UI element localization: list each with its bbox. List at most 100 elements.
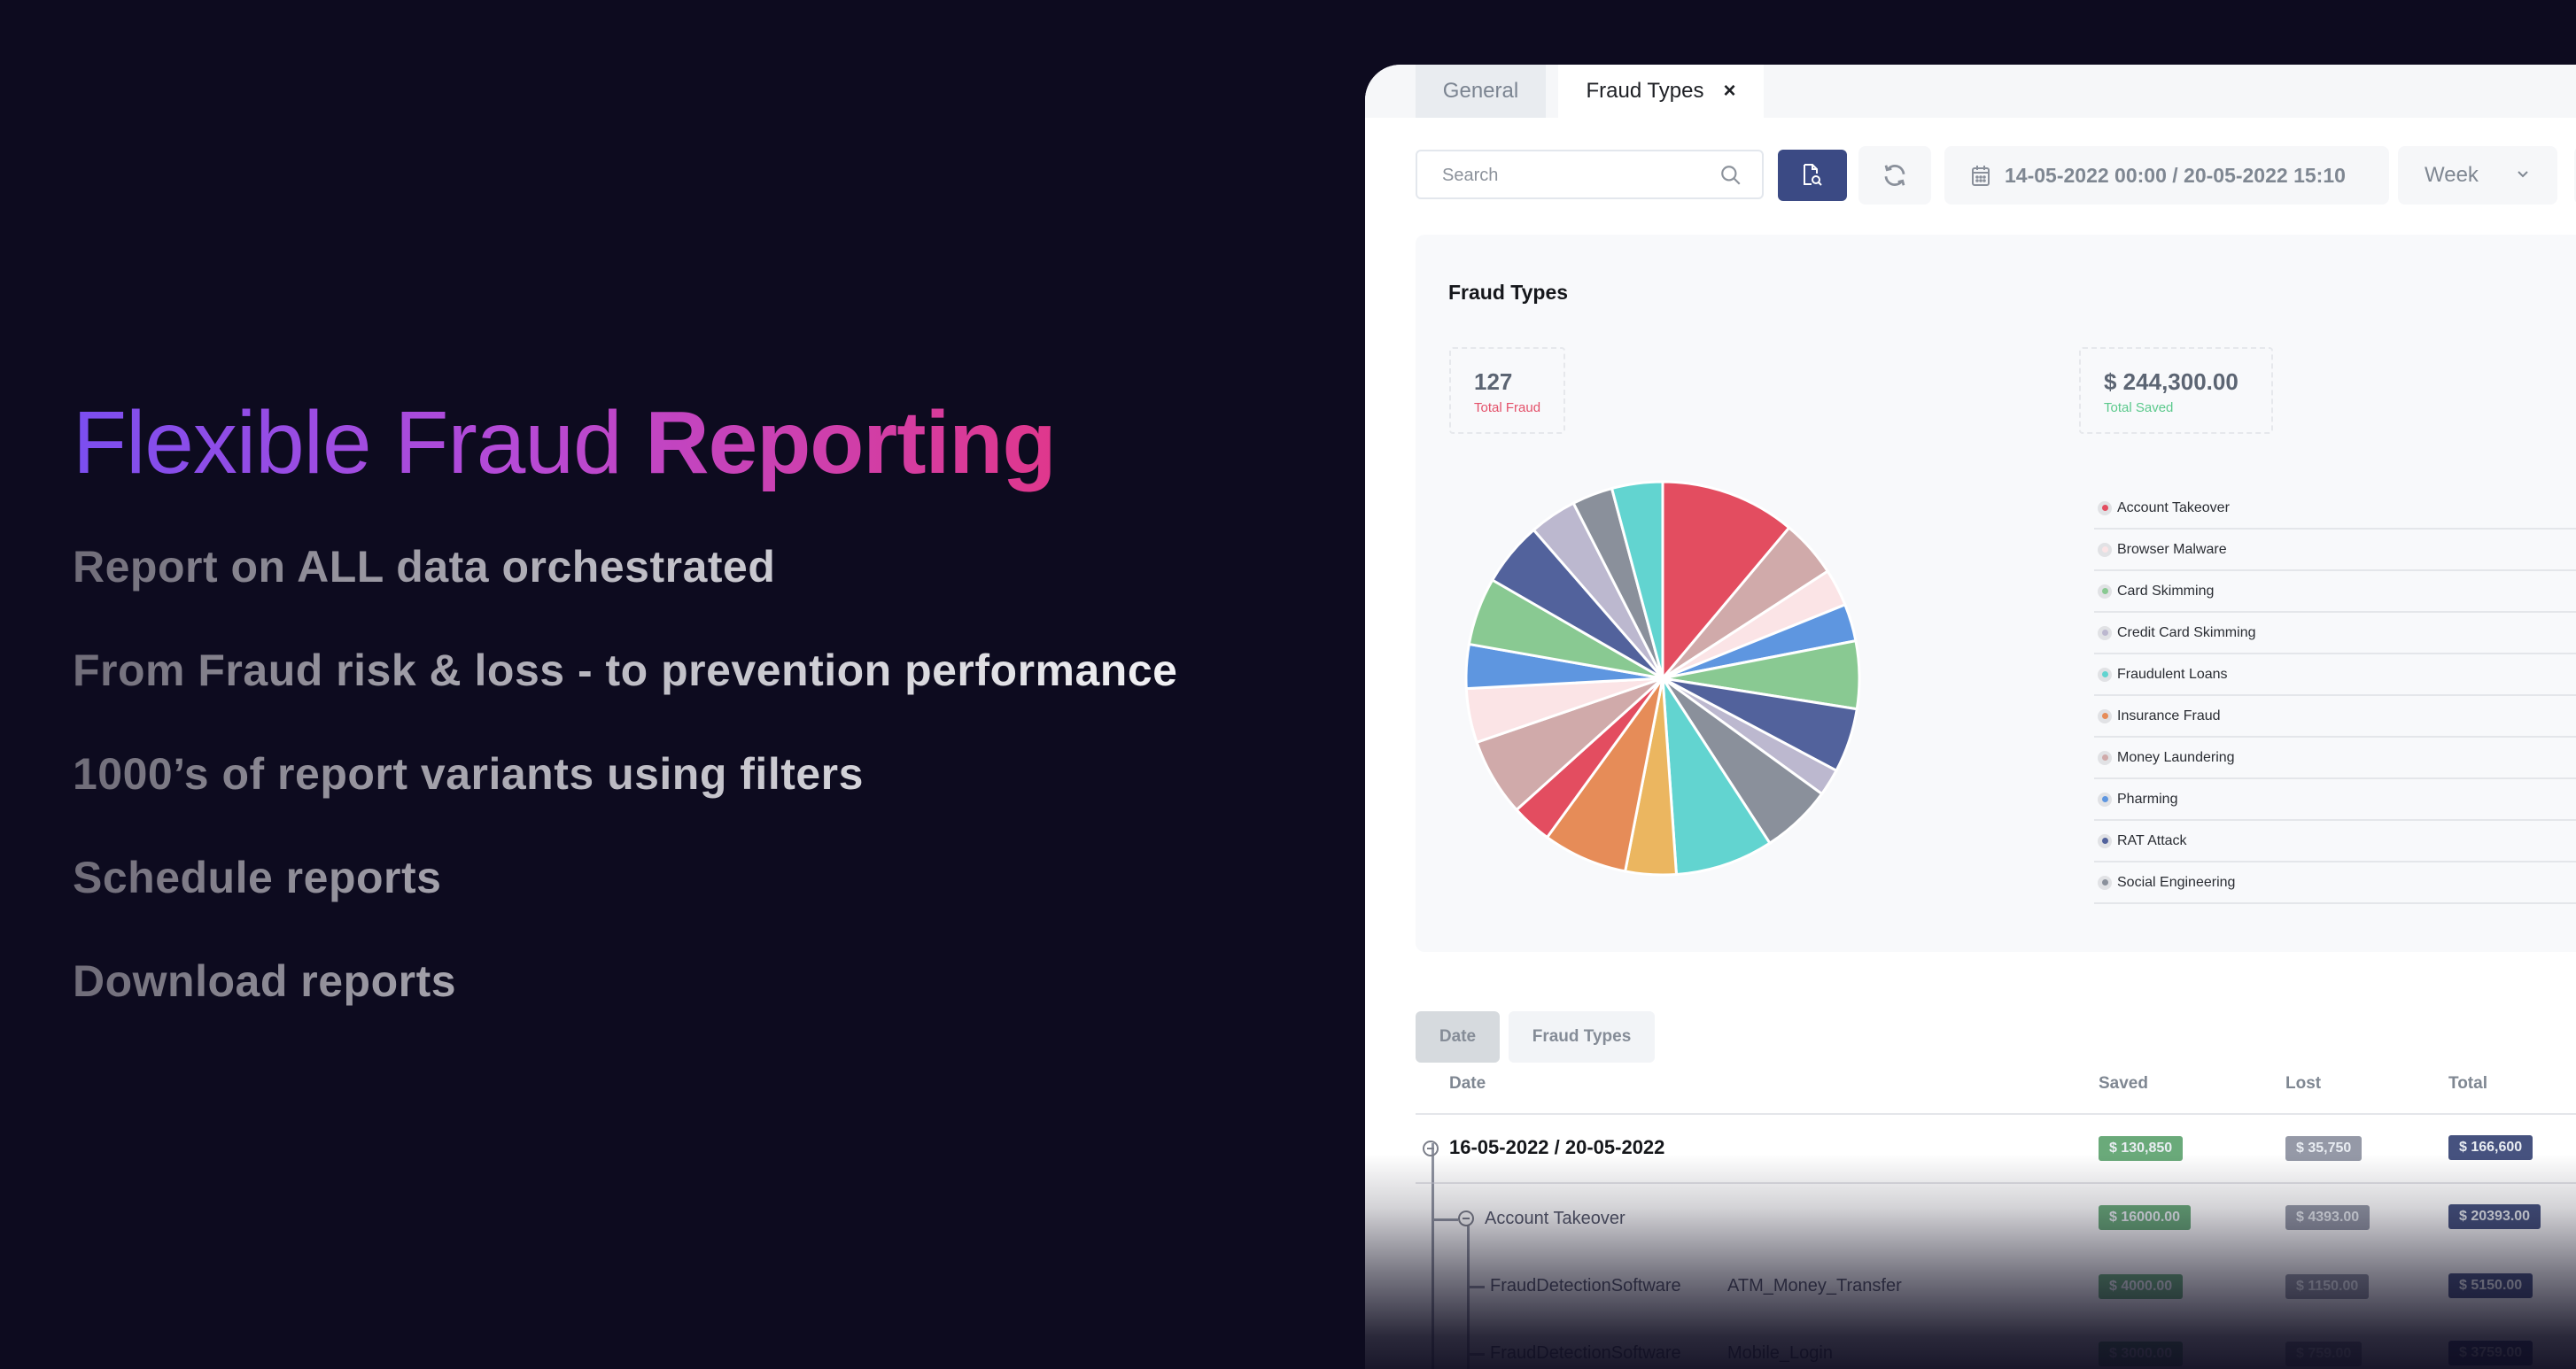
feature-item: 1000’s of report variants using filters [73,747,1177,851]
row-label: 16-05-2022 / 20-05-2022 [1449,1136,1665,1158]
legend-dot-icon [2098,875,2112,890]
legend-dot-icon [2098,792,2112,807]
legend-label: Pharming [2117,791,2178,807]
search-input[interactable] [1440,151,1710,199]
saved-badge: $ 3000.00 [2099,1342,2184,1366]
feature-item: Download reports [73,955,1177,1058]
hero-title-bold: Reporting [645,393,1056,492]
legend-dot-icon [2098,584,2112,599]
hero-title-light: Flexible Fraud [73,393,646,492]
legend-dot-icon [2098,625,2112,640]
stat-value: 127 [1474,368,1513,395]
lost-badge: $ 1150.00 [2285,1274,2370,1299]
tab-label: Fraud Types [1586,79,1704,103]
column-header-date[interactable]: Date [1449,1074,1486,1093]
period-select-value: Week [2425,163,2479,187]
legend-label: Money Laundering [2117,749,2235,765]
document-search-icon [1804,164,1822,186]
tab-general[interactable]: General [1416,65,1546,118]
period-select[interactable]: Week [2398,146,2557,205]
row-label: FraudDetectionSoftware [1490,1343,1681,1363]
legend-label: RAT Attack [2117,832,2187,848]
legend-label: Browser Malware [2117,541,2227,557]
pie-slice[interactable] [1661,673,1772,877]
search-report-button[interactable] [1778,150,1847,201]
legend-item[interactable]: Money Laundering [2094,738,2576,779]
stat-label: Total Fraud [1474,400,1541,415]
table-row[interactable]: Account Takeover $ 16000.00 $ 4393.00 $ … [1416,1184,2576,1251]
date-range-picker[interactable]: 14-05-2022 00:00 / 20-05-2022 15:10 [1944,146,2389,205]
column-header-lost[interactable]: Lost [2285,1074,2322,1093]
group-by-date-tab[interactable]: Date [1416,1011,1500,1063]
legend-dot-icon [2098,833,2112,848]
row-event: Mobile_Login [1727,1343,1833,1363]
total-badge: $ 3759.00 [2448,1341,2533,1365]
legend-item[interactable]: Fraudulent Loans [2094,654,2576,696]
refresh-button[interactable] [1858,146,1931,205]
refresh-icon [1884,165,1905,186]
row-event: ATM_Money_Transfer [1727,1276,1902,1296]
stat-value: $ 244,300.00 [2104,368,2238,395]
legend-item[interactable]: Account Takeover [2094,488,2576,530]
toolbar-overflow-button[interactable] [2574,146,2576,205]
legend-item[interactable]: Credit Card Skimming [2094,613,2576,654]
stat-total-fraud: 127 Total Fraud [1449,347,1565,434]
total-badge: $ 5150.00 [2448,1273,2533,1298]
panel-title: Fraud Types [1448,281,1569,304]
hero-title: Flexible Fraud Reporting [73,390,1056,496]
fraud-types-pie-chart[interactable] [1464,480,1861,877]
fraud-types-panel: Fraud Types 127 Total Fraud $ 244,300.00… [1416,235,2576,952]
tab-bar: General Fraud Types × [1365,65,2576,118]
column-header-total[interactable]: Total [2448,1074,2487,1093]
lost-badge: $ 759.00 [2285,1342,2363,1366]
date-range-value: 14-05-2022 00:00 / 20-05-2022 15:10 [2005,163,2346,187]
legend-item[interactable]: Social Engineering [2094,862,2576,904]
lost-badge: $ 35,750 [2285,1136,2363,1161]
collapse-icon[interactable] [1423,1141,1439,1156]
chart-legend: Account Takeover Browser Malware Card Skim… [2094,488,2576,904]
table-row[interactable]: 16-05-2022 / 20-05-2022 $ 130,850 $ 35,7… [1416,1117,2576,1184]
collapse-icon[interactable] [1458,1210,1474,1226]
legend-dot-icon [2098,708,2112,723]
legend-item[interactable]: Insurance Fraud [2094,696,2576,738]
feature-item: Schedule reports [73,851,1177,955]
column-header-saved[interactable]: Saved [2099,1074,2148,1093]
pie-slice[interactable] [1610,480,1664,679]
legend-dot-icon [2098,667,2112,682]
group-by-fraud-types-tab[interactable]: Fraud Types [1509,1011,1655,1063]
legend-item[interactable]: Browser Malware [2094,530,2576,571]
search-box [1416,150,1764,199]
chevron-down-icon [2518,171,2528,178]
tab-label: Fraud Types [1532,1027,1632,1046]
legend-label: Account Takeover [2117,499,2230,515]
tab-label: General [1442,79,1519,103]
table-row[interactable]: FraudDetectionSoftware ATM_Money_Transfe… [1416,1251,2576,1319]
tab-label: Date [1439,1027,1477,1046]
calendar-icon [1972,166,1990,186]
toolbar: 14-05-2022 00:00 / 20-05-2022 15:10 Week [1416,146,2576,205]
saved-badge: $ 130,850 [2099,1136,2184,1161]
pie-slice[interactable] [1661,480,1791,683]
feature-item: Report on ALL data orchestrated [73,540,1177,644]
lost-badge: $ 4393.00 [2285,1205,2370,1230]
tab-fraud-types[interactable]: Fraud Types × [1558,65,1764,118]
legend-item[interactable]: Card Skimming [2094,571,2576,613]
divider [1416,1113,2576,1115]
legend-label: Credit Card Skimming [2117,624,2256,640]
row-label: Account Takeover [1485,1209,1626,1228]
close-icon[interactable]: × [1723,79,1736,103]
stat-total-saved: $ 244,300.00 Total Saved [2079,347,2273,434]
search-icon[interactable] [1719,164,1742,187]
legend-item[interactable]: RAT Attack [2094,821,2576,862]
legend-label: Fraudulent Loans [2117,666,2228,682]
total-badge: $ 20393.00 [2448,1204,2541,1229]
table-row[interactable]: FraudDetectionSoftware Mobile_Login $ 30… [1416,1319,2576,1369]
legend-item[interactable]: Pharming [2094,779,2576,821]
app-window: General Fraud Types × 14-05-2022 00:00 /… [1365,65,2576,1369]
legend-label: Card Skimming [2117,583,2215,599]
row-label: FraudDetectionSoftware [1490,1276,1681,1296]
feature-item: From Fraud risk & loss - to prevention p… [73,644,1177,747]
stat-label: Total Saved [2104,400,2174,415]
legend-label: Insurance Fraud [2117,708,2221,723]
hero-section: Flexible Fraud Reporting Report on ALL d… [73,390,1177,1006]
